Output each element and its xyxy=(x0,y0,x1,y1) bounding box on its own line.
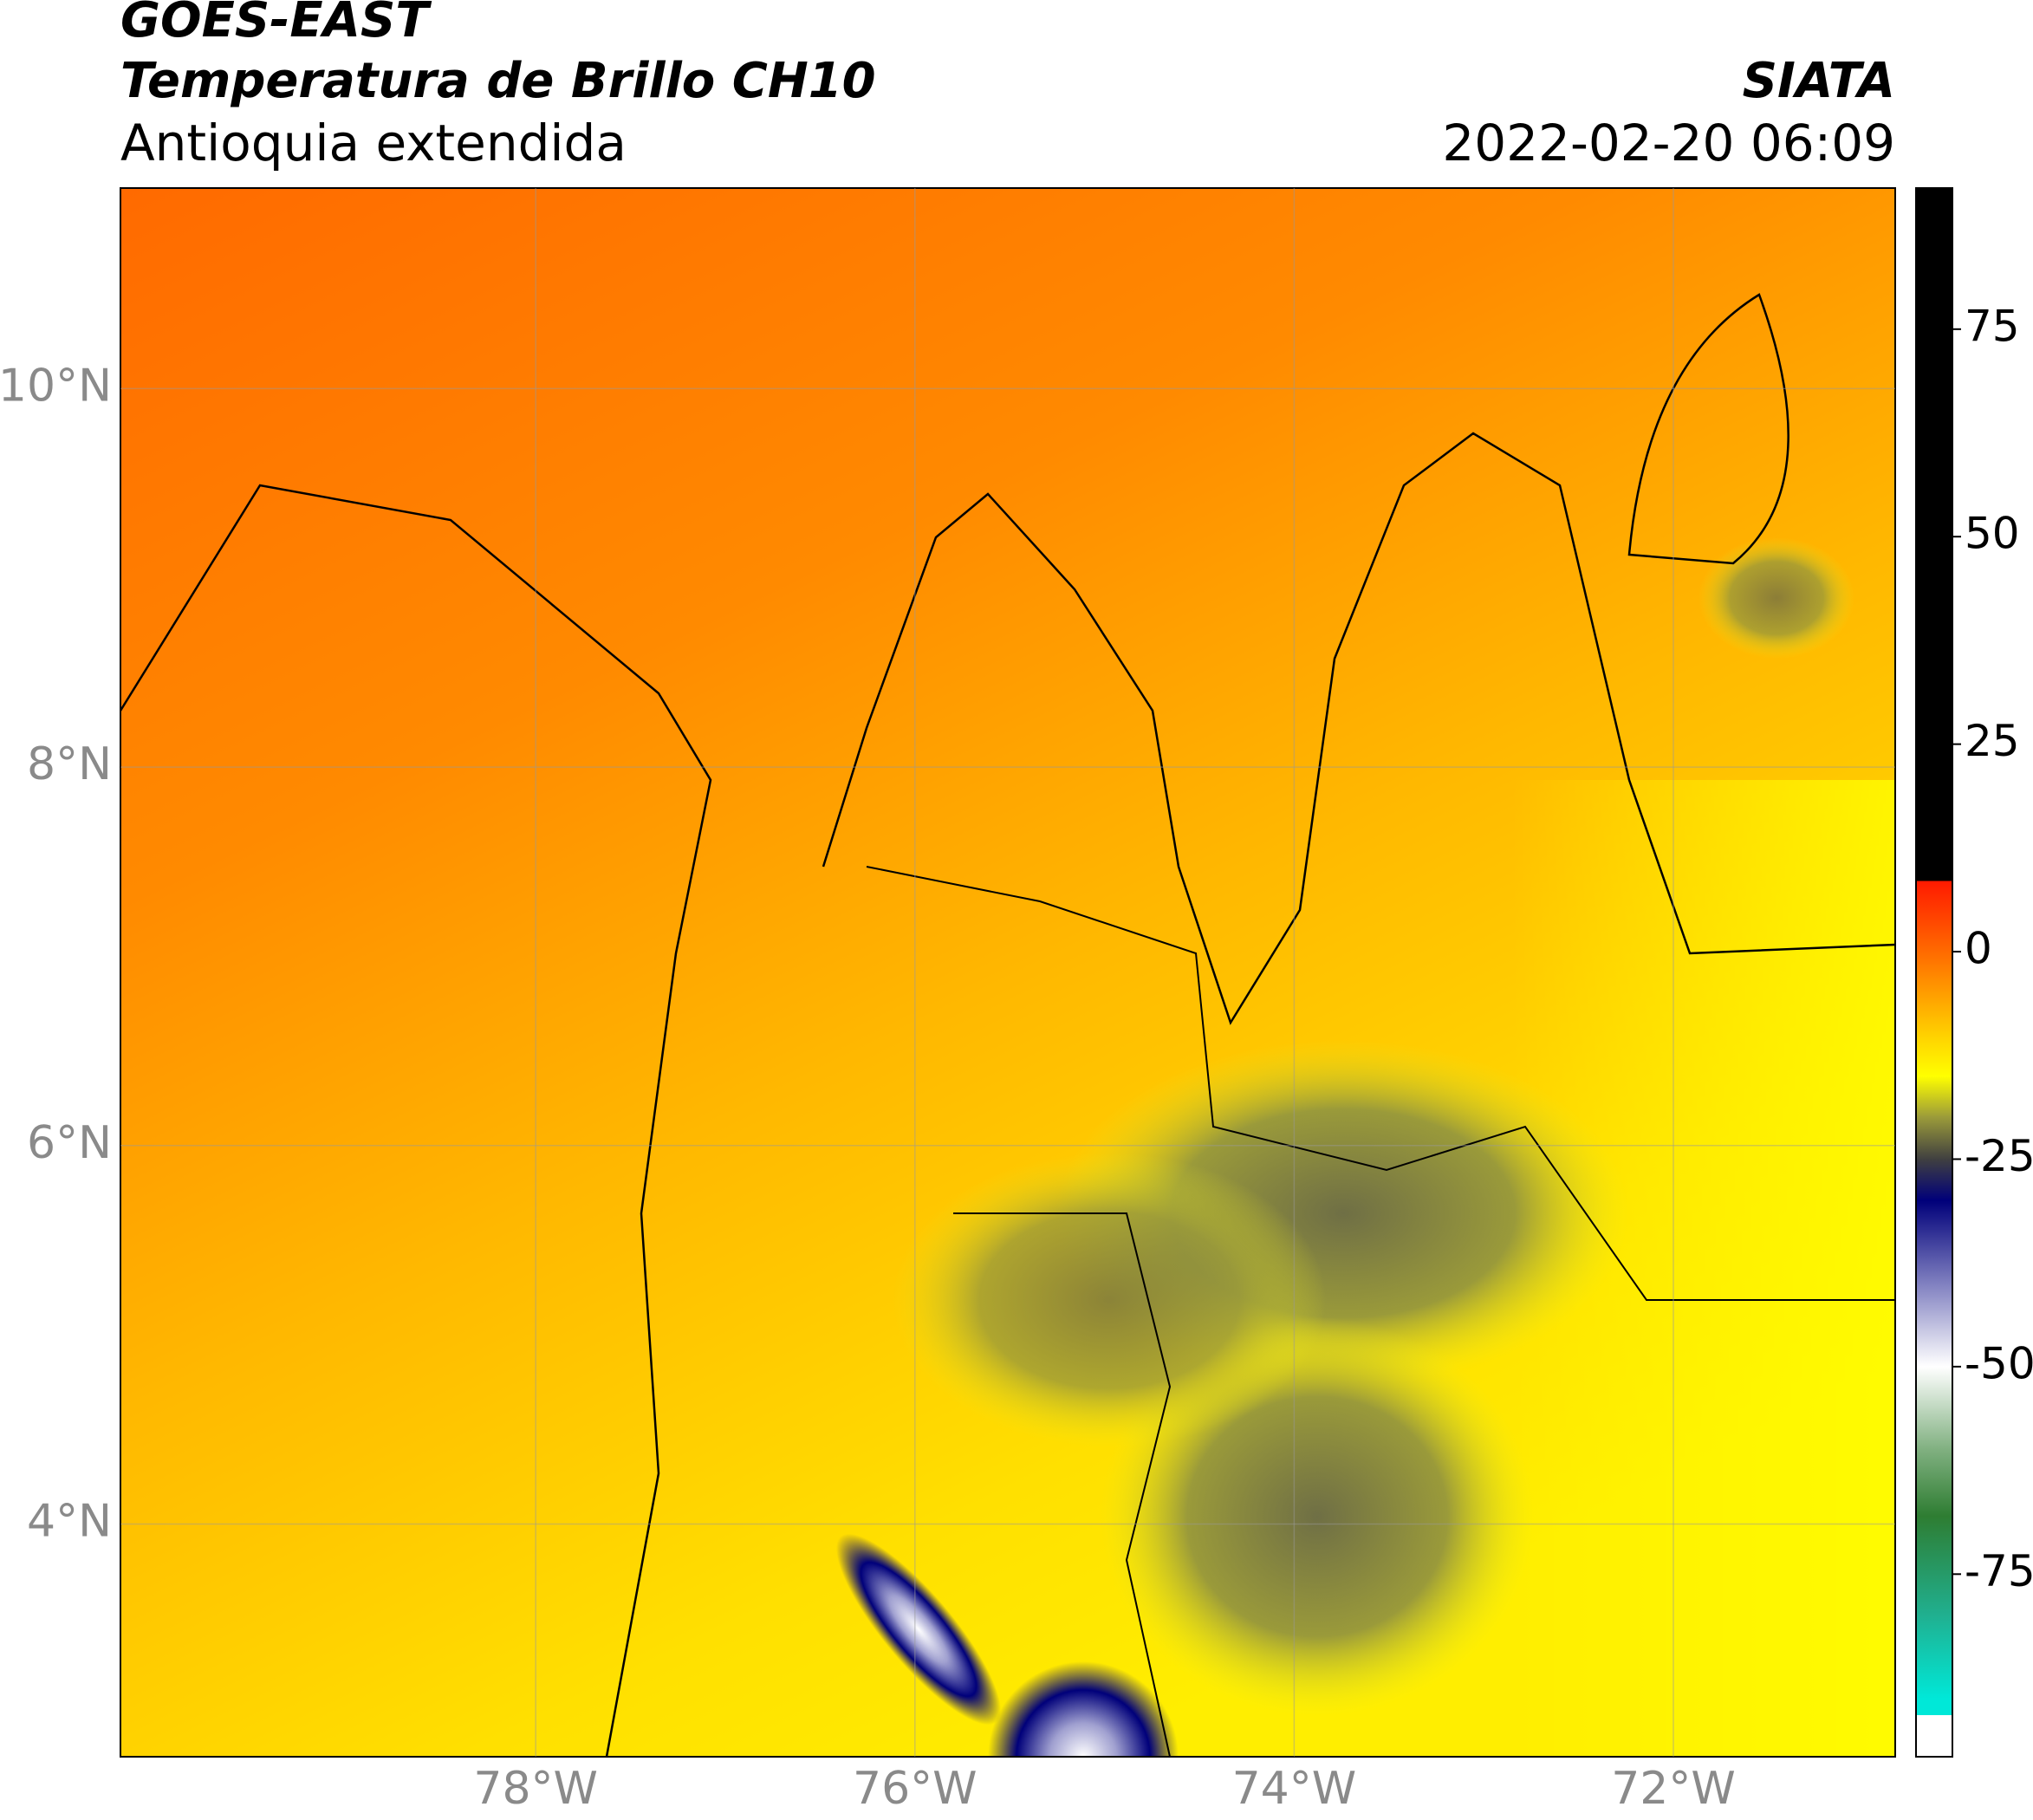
colorbar-tick-label: 75 xyxy=(1965,301,2020,351)
colorbar-tick-label: -50 xyxy=(1965,1338,2033,1388)
x-tick-label: 76°W xyxy=(853,1763,978,1815)
colorbar-tick-label: 0 xyxy=(1965,924,1992,974)
y-tick-label: 4°N xyxy=(27,1495,112,1547)
x-tick-label: 78°W xyxy=(473,1763,598,1815)
subtitle: Temperatura de Brillo CH10 xyxy=(120,53,876,109)
x-tick-label: 72°W xyxy=(1611,1763,1736,1815)
region: Antioquia extendida xyxy=(120,114,627,172)
datetime: 2022-02-20 06:09 xyxy=(1442,114,1895,172)
y-tick-label: 10°N xyxy=(0,360,112,412)
x-tick-label: 74°W xyxy=(1232,1763,1357,1815)
y-tick-label: 8°N xyxy=(27,738,112,790)
colorbar-tick-label: 50 xyxy=(1965,509,2020,559)
map-frame xyxy=(120,187,1896,1758)
source: SIATA xyxy=(1743,53,1895,109)
colorbar xyxy=(1915,187,1953,1758)
map-imagery xyxy=(120,188,1895,1757)
y-tick-label: 6°N xyxy=(27,1117,112,1169)
colorbar-tick-label: -25 xyxy=(1965,1131,2033,1181)
colorbar-tick-label: -75 xyxy=(1965,1546,2033,1596)
title: GOES-EAST xyxy=(120,0,432,49)
colorbar-tick-label: 25 xyxy=(1965,716,2020,766)
